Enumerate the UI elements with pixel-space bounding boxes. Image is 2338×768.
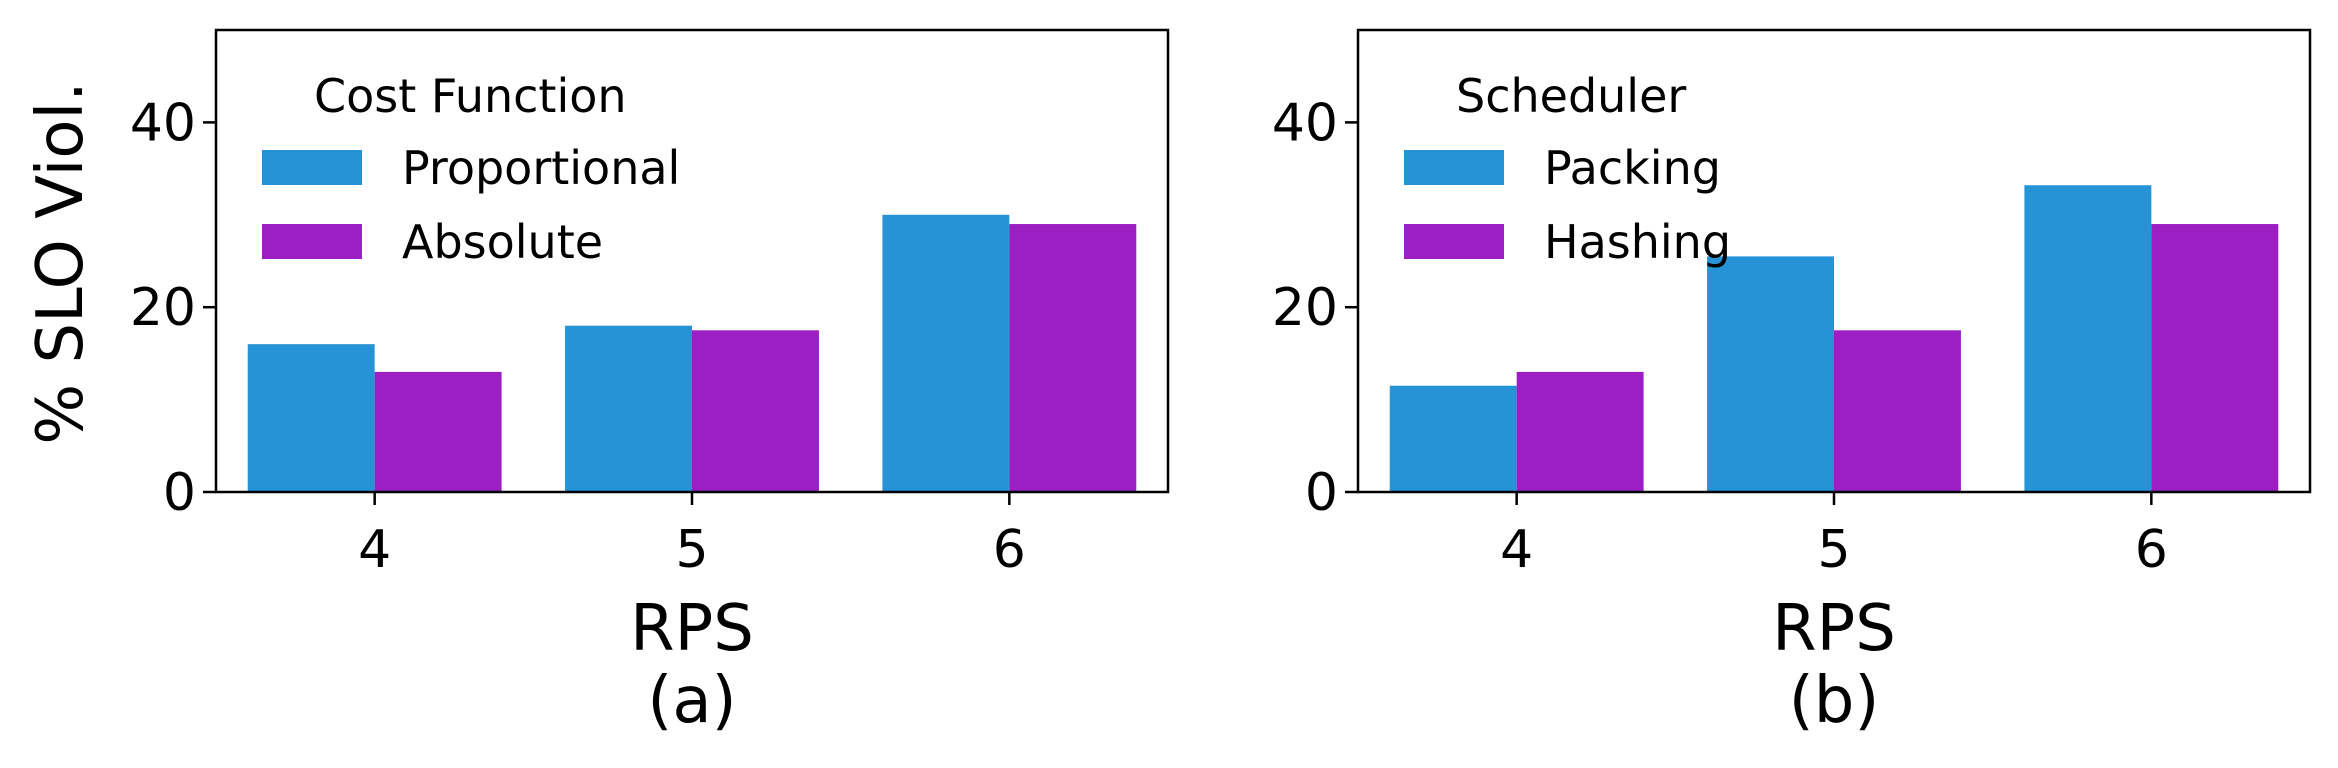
legend-label-absolute: Absolute — [402, 215, 603, 269]
y-axis-label: % SLO Viol. — [24, 81, 98, 444]
legend-swatch-hashing — [1404, 224, 1504, 259]
panel-caption: (b) — [1789, 664, 1880, 738]
x-tick-label: 4 — [1500, 520, 1533, 580]
bar-proportional-4 — [247, 344, 375, 492]
legend-label-hashing: Hashing — [1544, 215, 1731, 269]
bar-hashing-5 — [1834, 330, 1961, 492]
legend-swatch-absolute — [262, 224, 362, 259]
bar-hashing-4 — [1516, 371, 1644, 492]
legend-title: Cost Function — [314, 69, 627, 123]
x-tick-label: 5 — [1817, 520, 1850, 580]
x-tick-label: 4 — [358, 520, 391, 580]
bar-packing-4 — [1389, 385, 1517, 492]
x-axis-label: RPS — [630, 592, 754, 666]
y-tick-label: 0 — [163, 463, 196, 523]
x-tick-label: 6 — [993, 520, 1026, 580]
bar-proportional-5 — [565, 325, 692, 492]
chart-panel-a: 0 20 40 4 5 6 RPS(a) Cost Function Proportional A… — [130, 28, 1170, 738]
bar-proportional-6 — [882, 214, 1010, 493]
bar-absolute-5 — [692, 330, 819, 492]
legend-swatch-packing — [1404, 150, 1504, 185]
legend-label-proportional: Proportional — [402, 141, 680, 195]
legend-label-packing: Packing — [1544, 141, 1721, 195]
y-tick-label: 0 — [1305, 463, 1338, 523]
x-tick-label: 5 — [675, 520, 708, 580]
y-tick-label: 40 — [1272, 93, 1338, 153]
legend-title: Scheduler — [1456, 69, 1686, 123]
legend: Scheduler Packing Hashing — [1404, 69, 1731, 269]
x-axis-label: RPS — [1772, 592, 1896, 666]
bar-absolute-4 — [374, 371, 502, 492]
bar-packing-6 — [2024, 185, 2152, 492]
bar-absolute-6 — [1009, 224, 1137, 493]
x-tick-label: 6 — [2135, 520, 2168, 580]
panel-caption: (a) — [647, 664, 736, 738]
bar-packing-5 — [1707, 256, 1834, 492]
y-tick-label: 40 — [130, 93, 196, 153]
chart-panel-b: 0 20 40 4 5 6 RPS(b) Scheduler Packing Hashing — [1272, 28, 2312, 738]
legend: Cost Function Proportional Absolute — [262, 69, 680, 269]
y-tick-label: 20 — [1272, 278, 1338, 338]
bar-hashing-6 — [2151, 224, 2279, 493]
legend-swatch-proportional — [262, 150, 362, 185]
y-tick-label: 20 — [130, 278, 196, 338]
